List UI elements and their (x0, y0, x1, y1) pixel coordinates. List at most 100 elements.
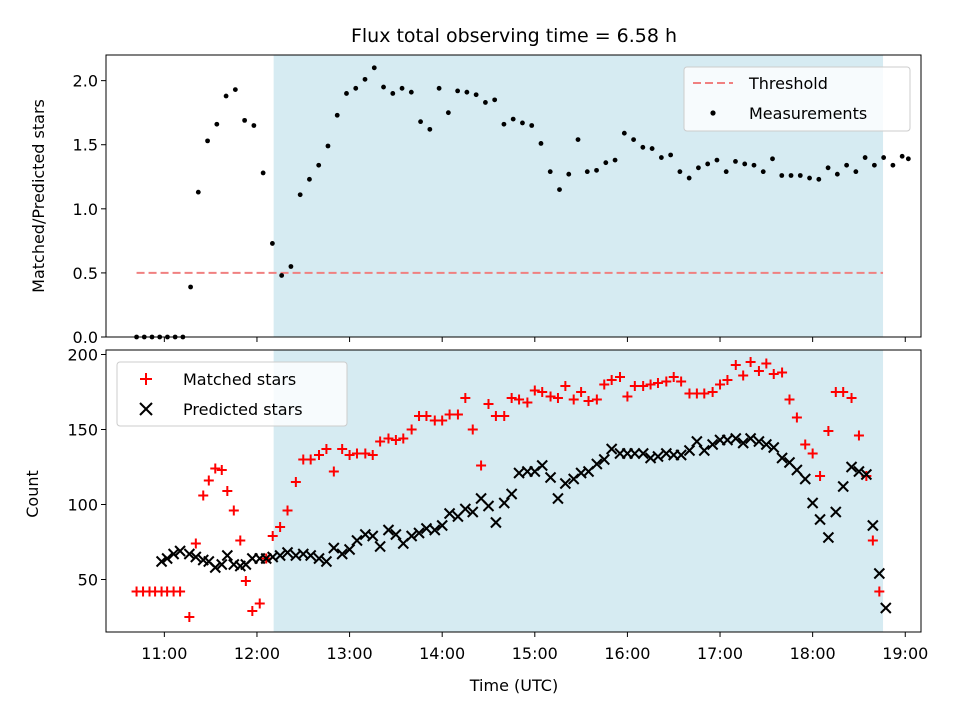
predicted-star-point (675, 449, 687, 461)
matched-star-point (375, 436, 386, 447)
predicted-star-point (860, 468, 873, 481)
predicted-star-point (221, 549, 234, 562)
matched-star-point (321, 444, 332, 454)
matched-star-point (638, 381, 649, 391)
measurement-point (760, 169, 766, 175)
matched-star-point (591, 394, 602, 405)
matched-star-point (175, 586, 186, 597)
matched-star-point (247, 606, 258, 616)
predicted-star-point (730, 432, 742, 445)
measurement-point (751, 162, 757, 168)
measurement-point (816, 176, 822, 182)
matched-star-point (645, 379, 656, 390)
measurement-point (483, 100, 488, 105)
measurement-point (492, 97, 498, 103)
matched-star-point (203, 475, 214, 486)
matched-star-point (282, 505, 293, 516)
matched-star-point (745, 357, 756, 367)
matched-star-point (668, 372, 679, 382)
matched-star-point (823, 426, 834, 436)
matched-star-point (615, 372, 626, 382)
measurement-point (640, 144, 646, 150)
predicted-star-point (837, 480, 849, 493)
x-tick-label: 19:00 (882, 644, 928, 663)
matched-star-point (351, 448, 362, 459)
predicted-star-point (336, 548, 348, 560)
measurement-point (686, 175, 692, 181)
matched-star-point (240, 576, 251, 586)
matched-star-point (606, 375, 617, 385)
matched-star-point (738, 370, 749, 381)
predicted-star-point (343, 543, 356, 556)
predicted-star-point (482, 500, 495, 512)
matched-star-point (390, 435, 401, 445)
matched-star-point (768, 369, 779, 379)
matched-star-point (467, 424, 478, 435)
matched-star-point (583, 396, 594, 406)
matched-star-point (337, 444, 348, 454)
predicted-stars-series (155, 432, 892, 614)
measurement-point (844, 162, 850, 168)
predicted-star-point (806, 497, 819, 509)
predicted-star-point (591, 458, 603, 470)
predicted-star-point (167, 548, 180, 560)
measurement-point (853, 169, 859, 175)
matched-star-point (360, 448, 371, 459)
predicted-star-point (467, 506, 479, 518)
bottom-y-ticks: 50 100 150 200 (67, 346, 106, 590)
x-tick-label: 18:00 (790, 644, 836, 663)
predicted-star-point (822, 531, 835, 544)
measurement-point (631, 137, 636, 143)
predicted-star-point (351, 534, 363, 547)
matched-star-point (853, 430, 864, 441)
matched-star-point (421, 411, 432, 421)
predicted-star-point (313, 552, 325, 565)
predicted-star-point (390, 528, 402, 541)
predicted-star-point (691, 435, 703, 448)
matched-star-point (761, 358, 772, 369)
matched-star-point (867, 535, 878, 546)
matched-star-point (753, 366, 764, 376)
matched-star-point (807, 448, 818, 459)
measurement-point (649, 146, 655, 151)
measurement-point (557, 187, 562, 192)
matched-legend-swatch (140, 373, 152, 385)
predicted-star-point (190, 551, 202, 563)
predicted-star-point (443, 507, 456, 520)
measurement-point (325, 143, 331, 149)
measurements-legend-swatch (710, 110, 716, 116)
matched-star-point (344, 450, 355, 460)
bottom-y-tick-label: 150 (67, 421, 98, 440)
measurement-point (881, 155, 887, 160)
predicted-star-point (304, 549, 317, 562)
predicted-star-point (753, 435, 765, 448)
predicted-star-point (706, 438, 719, 451)
predicted-star-point (490, 516, 502, 529)
measurement-point (408, 89, 414, 95)
measurement-point (371, 65, 377, 71)
measurement-point (677, 169, 683, 175)
top-legend: Threshold Measurements (683, 66, 911, 132)
measurement-point (584, 169, 590, 175)
matched-star-point (367, 450, 378, 460)
measurement-point (621, 130, 627, 136)
matched-star-point (235, 535, 246, 546)
matched-star-point (499, 411, 510, 421)
predicted-star-point (873, 567, 886, 580)
measurement-point (603, 160, 609, 166)
measurements-legend-label: Measurements (749, 104, 867, 123)
top-y-tick-label: 2.0 (73, 72, 98, 91)
predicted-star-point (209, 561, 221, 574)
measurement-point (890, 162, 896, 168)
measurement-point (399, 85, 405, 91)
measurement-point (788, 173, 794, 178)
predicted-star-point (629, 447, 641, 460)
matched-stars-series (131, 357, 885, 622)
predicted-star-point (183, 548, 196, 560)
measurement-point (770, 156, 775, 162)
matched-star-point (290, 477, 301, 487)
measurement-point (807, 175, 812, 181)
matched-star-point (522, 397, 533, 408)
matched-star-point (791, 412, 802, 423)
